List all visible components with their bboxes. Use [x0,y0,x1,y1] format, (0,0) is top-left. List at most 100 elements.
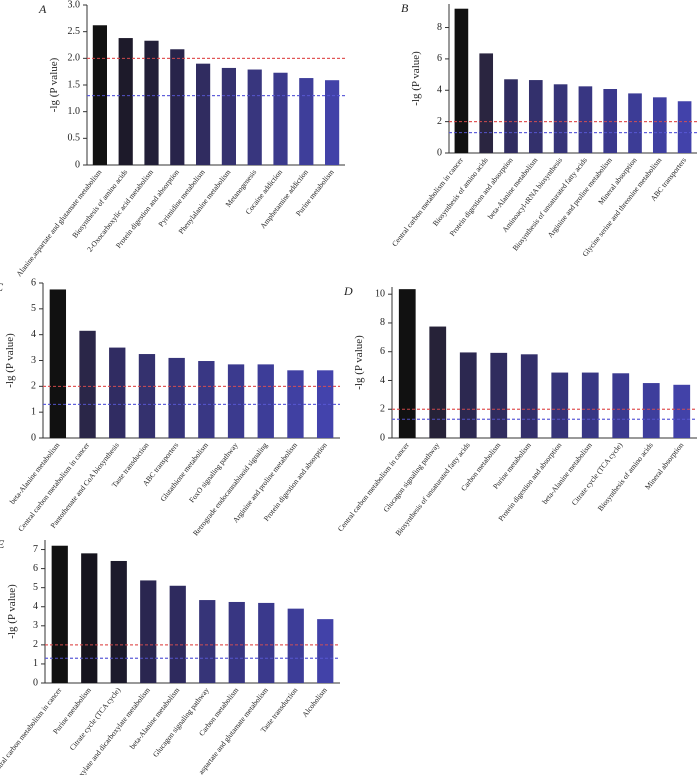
y-tick-label: 8 [437,22,442,33]
bar [257,364,274,438]
y-tick-label: 1.5 [68,79,81,90]
bar [138,354,156,438]
y-axis-label: -lg (P value) [353,335,365,390]
bar [578,86,593,153]
y-tick-label: 0 [31,432,36,443]
y-tick-label: 3 [31,355,36,366]
bar [528,80,543,153]
bar [273,72,288,165]
y-tick-label: 2 [380,404,385,415]
y-tick-label: 0 [75,159,80,170]
bar [317,619,334,683]
y-tick-label: 3 [33,620,38,631]
bar [520,354,538,438]
y-tick-label: 2 [31,381,36,392]
bar [79,330,96,438]
bar [459,352,477,438]
y-tick-label: 0 [33,677,38,688]
bar [169,585,186,683]
bar [92,25,107,166]
bar [228,601,245,683]
bar [221,67,236,165]
bar [642,383,660,438]
y-tick-label: 0 [380,432,385,443]
panel-label: D [343,284,353,298]
bar [198,361,215,438]
x-tick-label: Pyrimidine metabolism [156,168,206,229]
y-axis-label: -lg (P value) [4,333,16,388]
bar [504,79,518,153]
bar [140,580,157,683]
bar [677,101,692,153]
bar [287,608,304,683]
bar [247,69,262,165]
bar [170,49,185,166]
y-tick-label: 5 [33,582,38,593]
bar [144,40,159,165]
panel-label: B [401,1,409,15]
bar [168,357,185,438]
bar [398,289,416,438]
bar [49,289,67,438]
y-tick-label: 2 [33,639,38,650]
y-tick-label: 6 [33,563,38,574]
bar [118,38,133,165]
bar [227,364,245,438]
bar [454,8,469,154]
bar [553,84,568,153]
x-tick-label: beta-Alanine metabolism [128,686,182,751]
panel-label: E [0,537,5,551]
y-tick-label: 4 [31,329,36,340]
y-tick-label: 6 [31,277,36,288]
bar [673,384,691,438]
bar [429,326,447,438]
bar [479,53,494,154]
y-tick-label: 8 [380,317,385,328]
y-tick-label: 4 [437,85,442,96]
y-tick-label: 5 [31,303,36,314]
x-tick-label: Protein digestion and absorption [496,440,563,522]
panel-label: A [38,2,47,16]
bar [490,352,508,438]
x-tick-label: Biosynthesis of amino acids [596,441,655,513]
y-tick-label: 2.5 [68,26,81,37]
y-tick-label: 1.0 [68,106,81,117]
y-axis-label: -lg (P value) [6,584,18,639]
x-tick-label: Citrate cycle (TCA cycle) [570,440,625,507]
y-tick-label: 4 [33,601,38,612]
bar [196,63,211,165]
bar [81,553,98,683]
bar [628,93,642,153]
x-tick-label: Protein digestion and absorption [262,440,329,522]
y-axis-label: -lg (P value) [410,51,422,106]
bar [51,545,68,683]
bar [612,373,630,438]
x-tick-label: Glucagon signaling pathway [151,686,211,759]
y-axis-label: -lg (P value) [48,57,60,112]
bar [299,78,314,165]
y-tick-label: 0.5 [68,133,81,144]
y-tick-label: 4 [380,375,385,386]
y-tick-label: 1 [31,406,36,417]
y-tick-label: 7 [33,544,38,555]
x-tick-label: Alcoholism [300,686,329,719]
x-tick-label: Glucagon signaling pathway [381,441,441,514]
x-tick-label: Amphetamine addiction [258,168,310,231]
bar [325,80,340,165]
y-tick-label: 2 [437,116,442,127]
bar [551,372,569,438]
y-tick-label: 1 [33,658,38,669]
panel-label: C [0,280,4,294]
bar [652,97,667,153]
y-tick-label: 10 [375,288,385,299]
bar [199,600,216,683]
x-tick-label: beta-Alanine metabolism [8,441,62,506]
bar [258,602,275,683]
y-tick-label: 6 [437,53,442,64]
y-tick-label: 2.0 [68,53,81,64]
y-tick-label: 6 [380,346,385,357]
y-tick-label: 3.0 [68,0,81,10]
bar [110,560,127,683]
